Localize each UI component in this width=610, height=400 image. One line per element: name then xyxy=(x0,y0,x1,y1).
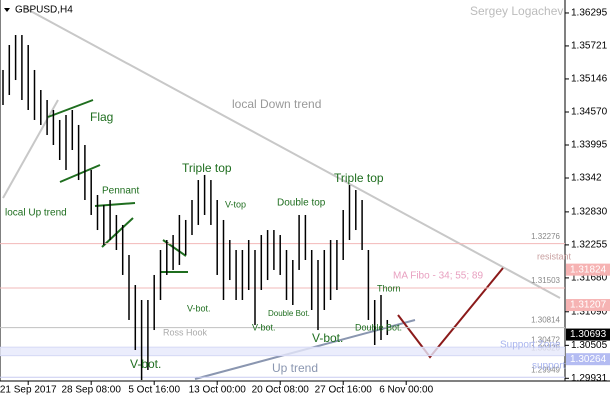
y-tick-label: 1.29931 xyxy=(571,373,608,384)
price-tag-label: 1.30264 xyxy=(570,354,607,365)
level-label: 1.30472 xyxy=(531,335,560,344)
annotation: Triple top xyxy=(334,171,384,185)
level-label: 1.30814 xyxy=(531,316,560,325)
annotation: resistant xyxy=(537,251,572,261)
y-tick-label: 1.32255 xyxy=(571,240,608,251)
x-tick-label: 28 Sep 08:00 xyxy=(61,385,121,396)
pennant-line xyxy=(101,217,134,248)
y-tick-label: 1.31680 xyxy=(571,273,608,284)
flag-line xyxy=(47,99,94,118)
price-tag-label: 1.31824 xyxy=(570,264,607,275)
level-label: 1.29949 xyxy=(531,365,560,374)
author: Sergey Logachev xyxy=(470,4,563,18)
annotation: support xyxy=(532,361,566,372)
y-tick-label: 1.36295 xyxy=(571,8,608,19)
annotation: Double top xyxy=(277,198,326,209)
level-label: 1.32276 xyxy=(531,232,560,241)
annotation: V-bot. xyxy=(187,303,211,313)
y-tick-label: 1.35721 xyxy=(571,41,608,52)
price-tag xyxy=(566,299,610,312)
annotation: V-top xyxy=(225,199,246,209)
price-tag xyxy=(566,328,610,341)
annotation: Support Zone xyxy=(500,340,561,351)
price-tag xyxy=(566,263,610,276)
y-tick-label: 1.31090 xyxy=(571,306,608,317)
title-marker xyxy=(4,8,10,12)
annotation: V-bot. xyxy=(312,331,343,345)
down-trend-line xyxy=(24,7,561,299)
pennant-line xyxy=(94,202,136,207)
x-tick-label: 20 Oct 08:00 xyxy=(252,385,310,396)
y-tick-label: 1.32830 xyxy=(571,207,608,218)
x-tick-label: 13 Oct 00:00 xyxy=(189,385,247,396)
annotation: V-bot. xyxy=(130,357,161,371)
annotation: Ross Hook xyxy=(163,327,208,337)
annotation: Triple top xyxy=(182,161,232,175)
annotation: Up trend xyxy=(272,361,318,375)
price-tag-label: 1.30693 xyxy=(570,329,607,340)
annotation: Thorn xyxy=(377,283,401,293)
y-tick-label: 1.33995 xyxy=(571,140,608,151)
x-tick-label: 5 Oct 16:00 xyxy=(128,385,180,396)
x-tick-label: 27 Oct 16:00 xyxy=(315,385,373,396)
annotation: Double Bot. xyxy=(355,322,402,332)
y-tick-label: 1.35146 xyxy=(571,74,608,85)
x-tick-label: 6 Nov 00:00 xyxy=(379,385,433,396)
annotation: MA Fibo - 34; 55; 89 xyxy=(393,271,483,282)
flag-line xyxy=(59,164,101,183)
annotation: Double Bot. xyxy=(268,309,310,318)
annotation: V-bot. xyxy=(252,322,276,332)
forecast-path xyxy=(397,267,504,359)
price-tag-label: 1.31207 xyxy=(570,300,607,311)
x-tick-label: 21 Sep 2017 xyxy=(0,385,57,396)
y-tick-label: 1.3342 xyxy=(571,173,602,184)
price-tag xyxy=(566,353,610,366)
annotation: local Up trend xyxy=(5,208,67,219)
level-label: 1.31503 xyxy=(531,276,560,285)
annotation: Pennant xyxy=(102,186,139,197)
y-tick-label: 1.34570 xyxy=(571,107,608,118)
annotation: local Down trend xyxy=(232,97,321,111)
y-tick-label: 1.30505 xyxy=(571,340,608,351)
support-zone xyxy=(0,347,565,356)
annotation: Flag xyxy=(90,110,113,124)
chart-title: GBPUSD,H4 xyxy=(15,5,73,16)
